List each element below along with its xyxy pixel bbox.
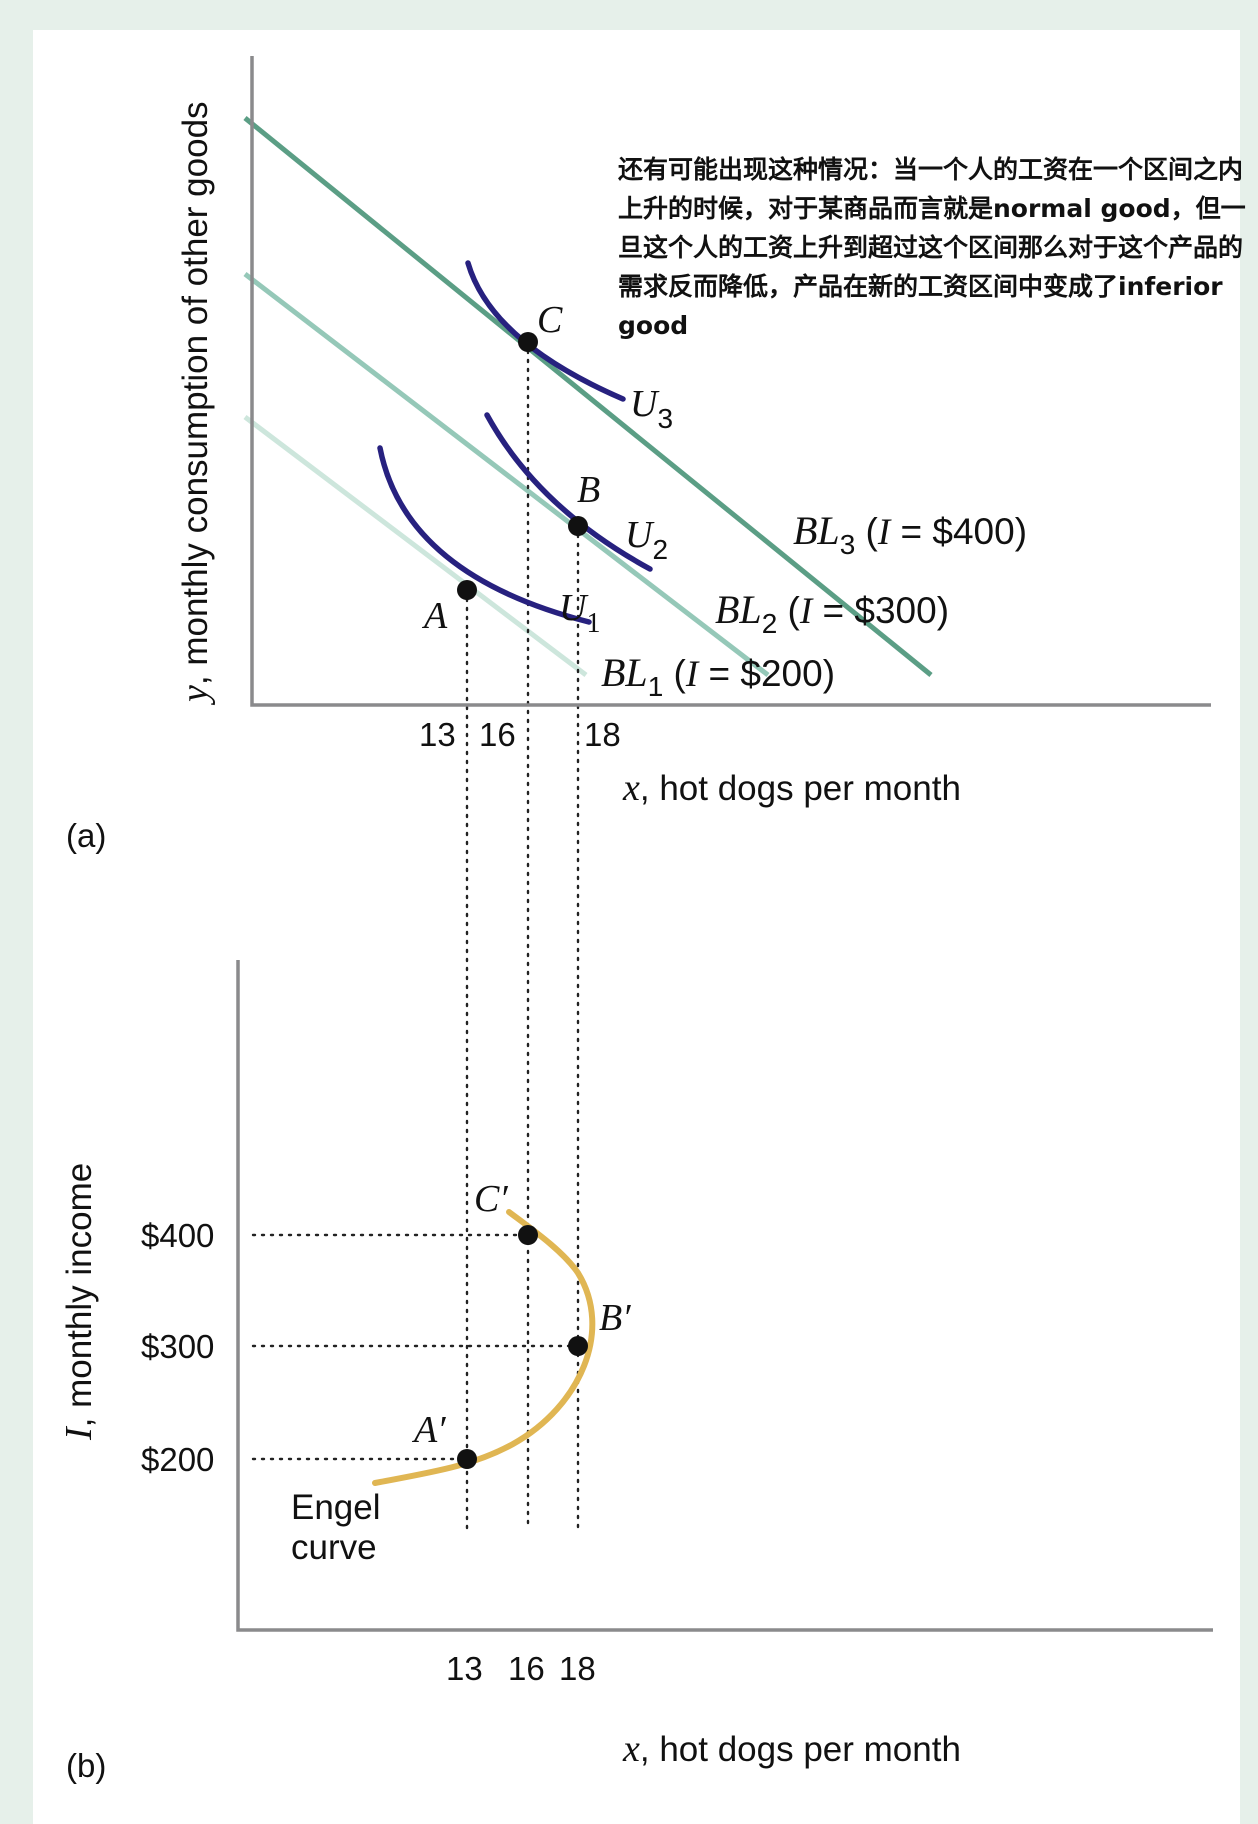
y-tick-300: $300 bbox=[141, 1328, 214, 1365]
indifference-curve-u2 bbox=[484, 412, 653, 572]
budget-line-2 bbox=[243, 272, 770, 677]
budget-line-1 bbox=[243, 415, 588, 677]
y-tick-200: $200 bbox=[141, 1441, 214, 1478]
point-c-prime bbox=[518, 1225, 538, 1245]
x-axis-label-a: x, hot dogs per month bbox=[622, 767, 961, 809]
indifference-curve-u3 bbox=[465, 260, 626, 402]
engel-curve bbox=[372, 1209, 596, 1486]
point-a-label: A bbox=[421, 595, 448, 637]
u3-label: U3 bbox=[630, 383, 673, 434]
point-a-prime-label: A′ bbox=[411, 1409, 446, 1451]
y-tick-400: $400 bbox=[141, 1217, 214, 1254]
point-b-label: B bbox=[577, 469, 600, 511]
engel-curve-figure: A B C U1 U2 U3 BL1 (I = $200) BL2 (I = $… bbox=[58, 56, 1213, 1784]
u1-label: U1 bbox=[559, 587, 600, 639]
figure-canvas: A B C U1 U2 U3 BL1 (I = $200) BL2 (I = $… bbox=[33, 30, 1246, 1824]
axis-a bbox=[250, 56, 1211, 707]
point-b-prime-label: B′ bbox=[599, 1297, 631, 1339]
u2-label: U2 bbox=[625, 514, 668, 565]
point-c-label: C bbox=[537, 299, 563, 341]
x-tick-13-a: 13 bbox=[419, 716, 456, 753]
bl3-label: BL3 (I = $400) bbox=[793, 508, 1027, 560]
budget-line-3 bbox=[243, 116, 933, 677]
panel-a-label: (a) bbox=[66, 817, 106, 854]
y-axis-label-a: y, monthly consumption of other goods bbox=[174, 101, 216, 706]
point-c bbox=[518, 332, 538, 352]
x-tick-18-a: 18 bbox=[584, 716, 621, 753]
indifference-curve-u1 bbox=[377, 445, 592, 625]
annotation-note: 还有可能出现这种情况：当一个人的工资在一个区间之内上升的时候，对于某商品而言就是… bbox=[618, 155, 1246, 340]
point-b-prime bbox=[568, 1336, 588, 1356]
engel-curve-label: Engel curve bbox=[291, 1488, 390, 1567]
panel-b: A′ B′ C′ Engel curve $400 $300 $200 13 1… bbox=[58, 960, 1213, 1784]
bl2-label: BL2 (I = $300) bbox=[715, 587, 949, 639]
x-axis-label-b: x, hot dogs per month bbox=[622, 1728, 961, 1770]
x-tick-18-b: 18 bbox=[559, 1650, 596, 1687]
point-c-prime-label: C′ bbox=[474, 1178, 508, 1220]
point-a-prime bbox=[457, 1449, 477, 1469]
panel-b-label: (b) bbox=[66, 1747, 106, 1784]
x-tick-13-b: 13 bbox=[446, 1650, 483, 1687]
axis-b bbox=[236, 960, 1213, 1632]
x-tick-16-b: 16 bbox=[508, 1650, 545, 1687]
x-tick-16-a: 16 bbox=[479, 716, 516, 753]
panel-a: A B C U1 U2 U3 BL1 (I = $200) BL2 (I = $… bbox=[66, 56, 1211, 1532]
bl1-label: BL1 (I = $200) bbox=[601, 650, 835, 702]
point-a bbox=[457, 580, 477, 600]
y-axis-label-b: I, monthly income bbox=[58, 1163, 100, 1441]
point-b bbox=[568, 516, 588, 536]
